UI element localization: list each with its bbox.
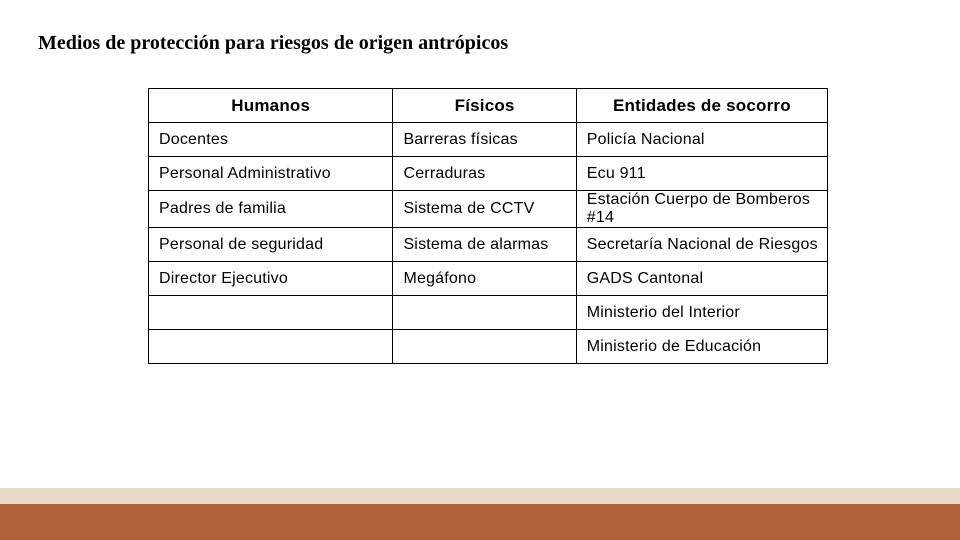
- page-title: Medios de protección para riesgos de ori…: [38, 32, 508, 55]
- cell: [149, 330, 393, 364]
- cell: Padres de familia: [149, 191, 393, 228]
- cell: Estación Cuerpo de Bomberos #14: [576, 191, 827, 228]
- cell: Docentes: [149, 123, 393, 157]
- cell: Megáfono: [393, 262, 576, 296]
- cell: Barreras físicas: [393, 123, 576, 157]
- cell: GADS Cantonal: [576, 262, 827, 296]
- footer-bar: [0, 504, 960, 540]
- cell: Personal Administrativo: [149, 157, 393, 191]
- table-row: Docentes Barreras físicas Policía Nacion…: [149, 123, 828, 157]
- cell: Cerraduras: [393, 157, 576, 191]
- table-row: Ministerio del Interior: [149, 296, 828, 330]
- table-row: Personal Administrativo Cerraduras Ecu 9…: [149, 157, 828, 191]
- table-row: Personal de seguridad Sistema de alarmas…: [149, 228, 828, 262]
- cell: [393, 296, 576, 330]
- cell: Secretaría Nacional de Riesgos: [576, 228, 827, 262]
- col-header-fisicos: Físicos: [393, 89, 576, 123]
- cell: Ministerio de Educación: [576, 330, 827, 364]
- col-header-humanos: Humanos: [149, 89, 393, 123]
- cell: [393, 330, 576, 364]
- cell: Personal de seguridad: [149, 228, 393, 262]
- cell: Sistema de alarmas: [393, 228, 576, 262]
- cell: Director Ejecutivo: [149, 262, 393, 296]
- cell: Policía Nacional: [576, 123, 827, 157]
- table-header-row: Humanos Físicos Entidades de socorro: [149, 89, 828, 123]
- cell: Ministerio del Interior: [576, 296, 827, 330]
- table-row: Director Ejecutivo Megáfono GADS Cantona…: [149, 262, 828, 296]
- protection-table-wrap: Humanos Físicos Entidades de socorro Doc…: [148, 88, 828, 364]
- cell: Ecu 911: [576, 157, 827, 191]
- cell: [149, 296, 393, 330]
- footer-accent-bar: [0, 488, 960, 504]
- protection-table: Humanos Físicos Entidades de socorro Doc…: [148, 88, 828, 364]
- table-row: Padres de familia Sistema de CCTV Estaci…: [149, 191, 828, 228]
- table-row: Ministerio de Educación: [149, 330, 828, 364]
- cell: Sistema de CCTV: [393, 191, 576, 228]
- col-header-entidades: Entidades de socorro: [576, 89, 827, 123]
